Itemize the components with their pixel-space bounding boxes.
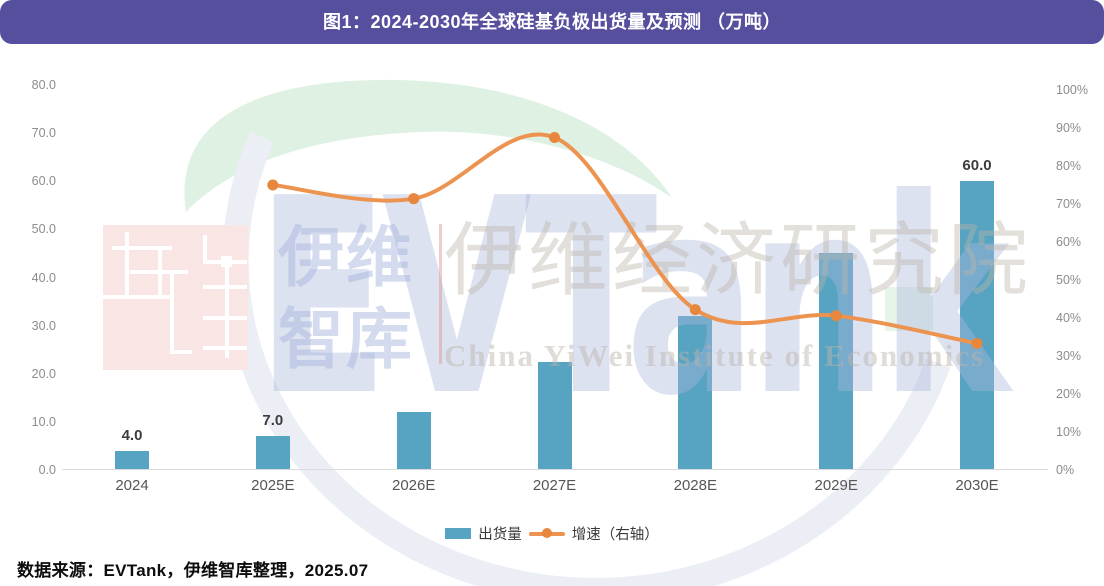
left-axis-tick: 30.0	[31, 318, 56, 333]
bar-2030E	[960, 181, 994, 470]
legend-bar-label: 出货量	[478, 526, 522, 543]
growth-line	[270, 132, 979, 346]
growth-point	[689, 304, 701, 316]
green-crescent-shape	[184, 79, 672, 212]
legend-bar-swatch	[445, 527, 472, 539]
bar-value-label: 4.0	[121, 426, 143, 444]
right-axis-tick: 0%	[1056, 463, 1075, 477]
green-square-shape	[885, 287, 933, 331]
chart-title: 图1：2024-2030年全球硅基负极出货量及预测 （万吨）	[322, 12, 782, 32]
legend-line-swatch	[528, 527, 565, 539]
x-axis-label: 2026E	[392, 477, 436, 494]
left-axis-tick: 10.0	[31, 414, 56, 429]
growth-point	[549, 132, 560, 143]
right-axis-tick: 50%	[1056, 273, 1082, 287]
x-axis-label: 2025E	[251, 477, 295, 494]
right-axis-tick: 70%	[1056, 197, 1082, 211]
left-axis-tick: 70.0	[31, 126, 56, 141]
x-axis-label: 2028E	[673, 477, 717, 494]
left-axis-tick: 0.0	[38, 463, 56, 477]
right-axis-tick: 10%	[1056, 425, 1082, 439]
growth-point	[408, 193, 420, 205]
bar-2025E	[255, 436, 290, 470]
watermark-yiwei-zhiku: 伊维 智库	[278, 216, 414, 380]
bar-value-label: 7.0	[262, 412, 284, 430]
left-axis-tick: 40.0	[31, 270, 56, 285]
bar-2028E	[678, 316, 713, 470]
chart-header: 图1：2024-2030年全球硅基负极出货量及预测 （万吨）	[0, 0, 1104, 44]
left-axis-tick: 60.0	[31, 174, 56, 189]
x-axis-label: 2029E	[814, 477, 858, 494]
pink-seal-logo	[103, 225, 248, 370]
legend-line-dot	[541, 528, 552, 538]
left-axis-tick: 50.0	[31, 222, 56, 237]
x-axis-label: 2024	[115, 477, 149, 494]
right-axis-tick: 40%	[1056, 311, 1082, 325]
bar-2029E	[819, 253, 854, 470]
watermark-red-divider	[439, 224, 442, 364]
bar-value-label: 60.0	[962, 157, 992, 175]
legend: 出货量 增速（右轴）	[0, 524, 1104, 543]
x-axis-label: 2027E	[532, 477, 577, 494]
right-axis-tick: 80%	[1056, 159, 1082, 173]
source-note: 数据来源：EVTank，伊维智库整理，2025.07	[17, 561, 369, 580]
left-axis-tick: 80.0	[31, 78, 56, 92]
x-axis-baseline	[62, 469, 1048, 470]
right-axis-tick: 60%	[1056, 235, 1082, 249]
growth-point	[267, 179, 279, 191]
bar-2027E	[537, 361, 572, 470]
right-axis-tick: 20%	[1056, 387, 1082, 401]
left-axis-tick: 20.0	[31, 366, 56, 381]
right-axis-tick: 90%	[1056, 121, 1082, 135]
right-axis-tick: 30%	[1056, 349, 1082, 363]
watermark-institute-cn: 伊维经济研究院	[444, 218, 1032, 306]
watermark-institute-en: China YiWei Institute of Economics	[444, 338, 986, 373]
right-axis-tick: 100%	[1056, 83, 1088, 97]
watermark-yiwei-line2: 智库	[278, 302, 414, 376]
bar-2026E	[396, 412, 431, 470]
x-axis-label: 2030E	[955, 477, 999, 494]
watermark-evtank-wordmark: EVTank	[256, 140, 1010, 455]
legend-line-label: 增速（右轴）	[571, 526, 659, 543]
watermark-yiwei-line1: 伊维	[278, 220, 414, 294]
bar-2024	[115, 450, 149, 470]
